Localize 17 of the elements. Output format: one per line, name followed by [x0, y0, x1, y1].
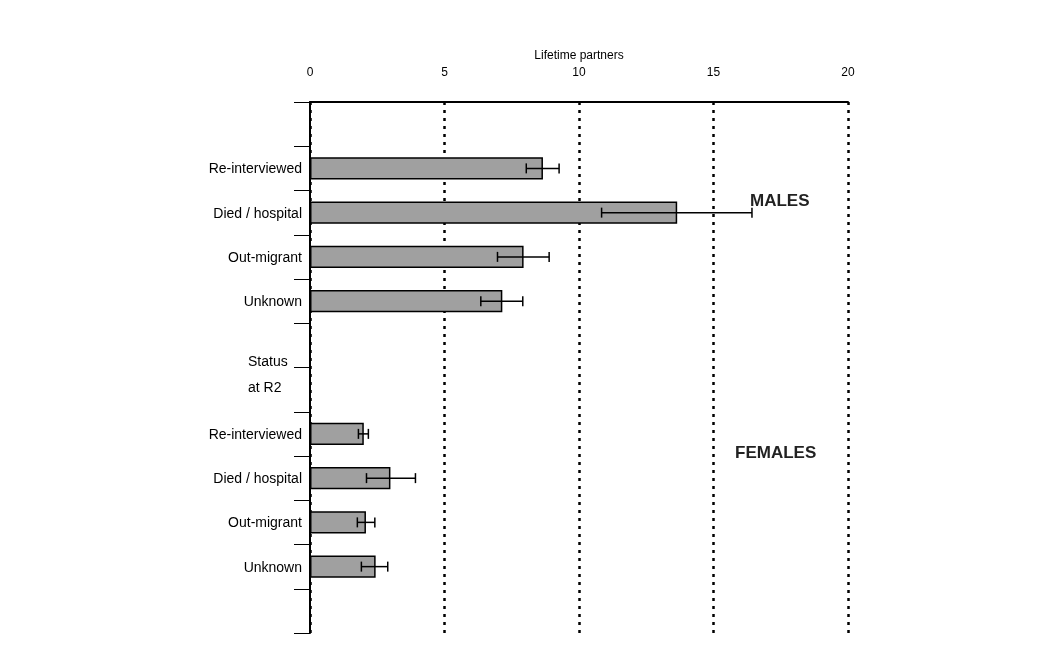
x-tick-label: 15	[706, 65, 721, 79]
y-tick-label: Died / hospital	[213, 204, 302, 221]
x-tick-label: 5	[441, 65, 449, 79]
annotation: MALES	[750, 191, 810, 210]
x-tick-label: 10	[572, 65, 586, 79]
y-tick-label: Died / hospital	[213, 470, 302, 487]
y-tick-label: Out-migrant	[228, 514, 303, 531]
y-tick-label: Unknown	[243, 558, 302, 575]
y-tick-label: Re-interviewed	[208, 160, 302, 177]
x-tick-label: 0	[306, 65, 314, 79]
y-tick-label: Re-interviewed	[208, 425, 302, 442]
y-axis-title: Status at R2	[248, 353, 292, 395]
annotation: FEMALES	[735, 443, 817, 462]
y-tick-label: Out-migrant	[228, 248, 303, 265]
y-tick-label: Unknown	[243, 293, 302, 310]
x-axis-title: Lifetime partners	[534, 48, 624, 63]
x-tick-label: 20	[841, 65, 855, 79]
